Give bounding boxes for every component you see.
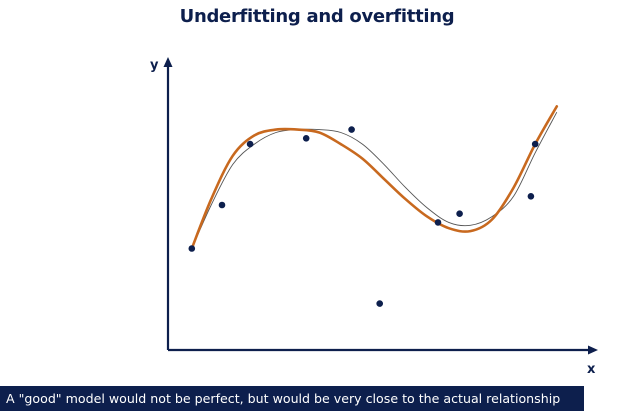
points-layer	[188, 126, 539, 307]
data-point	[434, 219, 442, 226]
data-point	[531, 140, 539, 148]
data-point	[348, 126, 355, 133]
series-layer	[190, 105, 559, 250]
data-point	[376, 300, 384, 307]
data-point	[246, 140, 254, 148]
y-axis-arrow-icon	[163, 57, 173, 67]
y-axis	[163, 57, 173, 350]
chart: y x	[150, 57, 598, 377]
data-point	[218, 201, 226, 209]
caption-banner: A "good" model would not be perfect, but…	[0, 386, 584, 411]
x-axis-arrow-icon	[588, 345, 598, 355]
x-axis	[168, 345, 598, 355]
x-axis-label: x	[587, 362, 596, 377]
data-point	[456, 210, 463, 217]
y-axis-label: y	[150, 58, 159, 73]
true-relationship-line	[191, 111, 558, 249]
data-point	[188, 245, 196, 252]
model-fit-line	[190, 105, 559, 250]
data-point	[527, 193, 535, 200]
chart-title: Underfitting and overfitting	[179, 6, 455, 27]
data-point	[302, 135, 310, 142]
